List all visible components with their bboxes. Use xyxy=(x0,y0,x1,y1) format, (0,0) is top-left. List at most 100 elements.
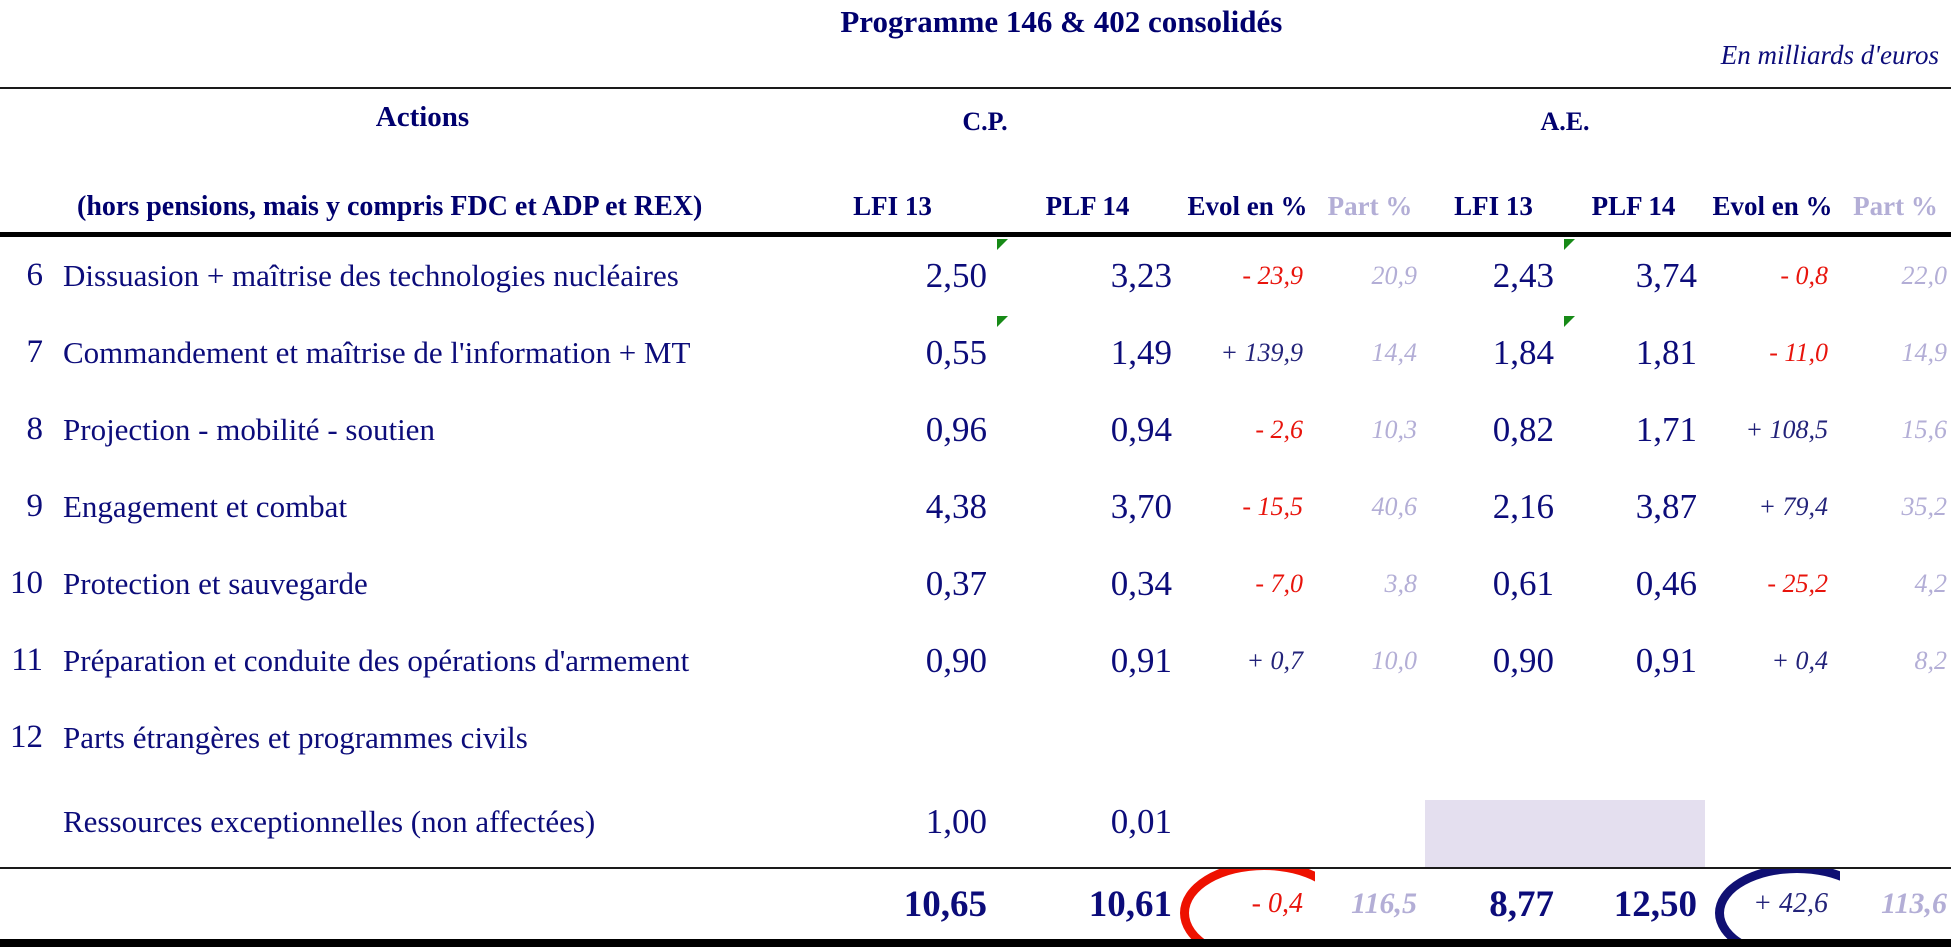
total-rule xyxy=(0,867,1951,869)
ae-part-cell: 4,2 xyxy=(1914,568,1948,598)
ae-part-cell: 35,2 xyxy=(1901,491,1948,521)
cp-evol-cell: - 2,6 xyxy=(1255,414,1303,444)
table-row-action-10: 10 Protection et sauvegarde 0,37 0,34 - … xyxy=(0,545,1951,622)
page-title: Programme 146 & 402 consolidés xyxy=(840,4,1283,39)
column-group-actions: Actions xyxy=(375,101,470,133)
ae-part-cell: 8,2 xyxy=(1914,645,1948,675)
action-label: Ressources exceptionnelles (non affectée… xyxy=(63,803,596,839)
header-band: Programme 146 & 402 consolidés En millia… xyxy=(0,0,1951,87)
table-row-action-12: 12 Parts étrangères et programmes civils xyxy=(0,699,1951,776)
ae-plf14-cell: 0,91 xyxy=(1635,640,1697,680)
ae-plf14-cell xyxy=(1562,699,1705,776)
row-number: 10 xyxy=(10,565,43,601)
table-row-action-8: 8 Projection - mobilité - soutien 0,96 0… xyxy=(0,391,1951,468)
cp-plf14-value: 1,49 xyxy=(1110,332,1172,372)
cp-part-cell: 40,6 xyxy=(1371,491,1418,521)
ae-part-cell: 22,0 xyxy=(1901,260,1948,290)
ae-lfi13-cell-highlighted xyxy=(1425,776,1562,867)
sub-note: (hors pensions, mais y compris FDC et AD… xyxy=(77,191,703,222)
cp-plf14-cell: 0,34 xyxy=(1110,563,1172,603)
row-number: 9 xyxy=(26,488,44,524)
col-header-cp-plf14: PLF 14 xyxy=(1045,191,1130,221)
col-header-ae-lfi13: LFI 13 xyxy=(1454,191,1533,221)
table-row-action-11: 11 Préparation et conduite des opération… xyxy=(0,622,1951,699)
table-row-ressources: Ressources exceptionnelles (non affectée… xyxy=(0,776,1951,867)
ae-part-cell xyxy=(1840,699,1951,776)
formula-error-indicator-icon xyxy=(1564,239,1575,250)
total-cp-evol-value: - 0,4 xyxy=(1251,888,1303,919)
cp-evol-cell xyxy=(1180,776,1315,867)
total-ae-evol: + 42,6 xyxy=(1705,869,1840,939)
cp-evol-cell xyxy=(1180,699,1315,776)
cp-plf14-cell: 3,70 xyxy=(1110,486,1172,526)
ae-plf14-cell: 3,87 xyxy=(1635,486,1697,526)
col-header-cp-part: Part % xyxy=(1327,191,1413,221)
ae-evol-cell: - 25,2 xyxy=(1767,568,1828,598)
row-number: 7 xyxy=(26,334,44,370)
ae-plf14-cell: 0,46 xyxy=(1635,563,1697,603)
ae-part-cell: 15,6 xyxy=(1901,414,1948,444)
ae-plf14-cell: 1,81 xyxy=(1562,314,1705,391)
total-ae-plf14: 12,50 xyxy=(1613,883,1697,925)
cp-part-cell: 10,3 xyxy=(1371,414,1418,444)
action-label: Dissuasion + maîtrise des technologies n… xyxy=(63,257,679,293)
cp-plf14-value: 3,23 xyxy=(1110,255,1172,295)
ae-lfi13-cell: 0,82 xyxy=(1492,409,1554,449)
formula-error-indicator-icon xyxy=(1564,316,1575,327)
ae-part-cell xyxy=(1840,776,1951,867)
header-rule xyxy=(0,232,1951,237)
row-number: 8 xyxy=(26,411,44,447)
column-group-cp: C.P. xyxy=(962,107,1008,136)
total-ae-part: 113,6 xyxy=(1881,887,1947,920)
ae-lfi13-cell: 2,43 xyxy=(1492,255,1554,295)
cp-part-cell: 3,8 xyxy=(1384,568,1418,598)
cp-part-cell xyxy=(1315,776,1425,867)
action-label: Parts étrangères et programmes civils xyxy=(63,719,528,755)
total-ae-evol-value: + 42,6 xyxy=(1753,888,1828,919)
cp-evol-cell: + 0,7 xyxy=(1246,645,1303,675)
ae-evol-cell xyxy=(1705,776,1840,867)
formula-error-indicator-icon xyxy=(997,316,1008,327)
ae-lfi13-cell: 1,84 xyxy=(1492,332,1554,372)
ae-evol-cell: + 79,4 xyxy=(1758,491,1828,521)
col-header-ae-part: Part % xyxy=(1853,191,1938,221)
cp-evol-cell: - 15,5 xyxy=(1242,491,1303,521)
action-label: Préparation et conduite des opérations d… xyxy=(63,642,690,678)
column-header-row: (hors pensions, mais y compris FDC et AD… xyxy=(0,189,1951,232)
ae-evol-cell: - 0,8 xyxy=(1780,260,1828,290)
ae-lfi13-cell: 2,16 xyxy=(1492,486,1554,526)
col-header-ae-plf14: PLF 14 xyxy=(1591,191,1676,221)
table-row-total: 10,65 10,61 - 0,4 116,5 8,77 12,50 + 42,… xyxy=(0,869,1951,939)
cp-lfi13-cell: 0,96 xyxy=(925,409,987,449)
table-row-action-7: 7 Commandement et maîtrise de l'informat… xyxy=(0,314,1951,391)
ae-evol-cell xyxy=(1705,699,1840,776)
col-header-ae-evol: Evol en % xyxy=(1712,191,1833,221)
cp-lfi13-cell: 0,37 xyxy=(925,563,987,603)
ae-evol-cell: + 108,5 xyxy=(1745,414,1828,444)
action-label: Protection et sauvegarde xyxy=(63,565,368,601)
cp-lfi13-cell: 2,50 xyxy=(925,255,987,295)
ae-lfi13-cell: 0,61 xyxy=(1492,563,1554,603)
row-number: 12 xyxy=(10,719,43,755)
top-rule xyxy=(0,87,1951,89)
ae-part-cell: 14,9 xyxy=(1901,337,1948,367)
ae-plf14-cell: 3,74 xyxy=(1562,237,1705,314)
row-number: 11 xyxy=(11,642,43,678)
cp-part-cell: 20,9 xyxy=(1371,260,1418,290)
ae-plf14-value: 3,74 xyxy=(1635,255,1697,295)
cp-lfi13-cell xyxy=(790,699,995,776)
total-cp-evol: - 0,4 xyxy=(1180,869,1315,939)
cp-evol-cell: - 23,9 xyxy=(1242,260,1303,290)
ae-plf14-cell-highlighted xyxy=(1562,776,1705,867)
ae-evol-cell: + 0,4 xyxy=(1771,645,1828,675)
ae-plf14-cell: 1,71 xyxy=(1635,409,1697,449)
total-cp-lfi13: 10,65 xyxy=(903,883,987,925)
cp-part-cell xyxy=(1315,699,1425,776)
col-header-cp-lfi13: LFI 13 xyxy=(853,191,932,221)
cp-lfi13-cell: 0,90 xyxy=(925,640,987,680)
cp-evol-cell: + 139,9 xyxy=(1220,337,1303,367)
cp-lfi13-cell: 4,38 xyxy=(925,486,987,526)
bottom-rule xyxy=(0,939,1951,947)
table-row-action-9: 9 Engagement et combat 4,38 3,70 - 15,5 … xyxy=(0,468,1951,545)
